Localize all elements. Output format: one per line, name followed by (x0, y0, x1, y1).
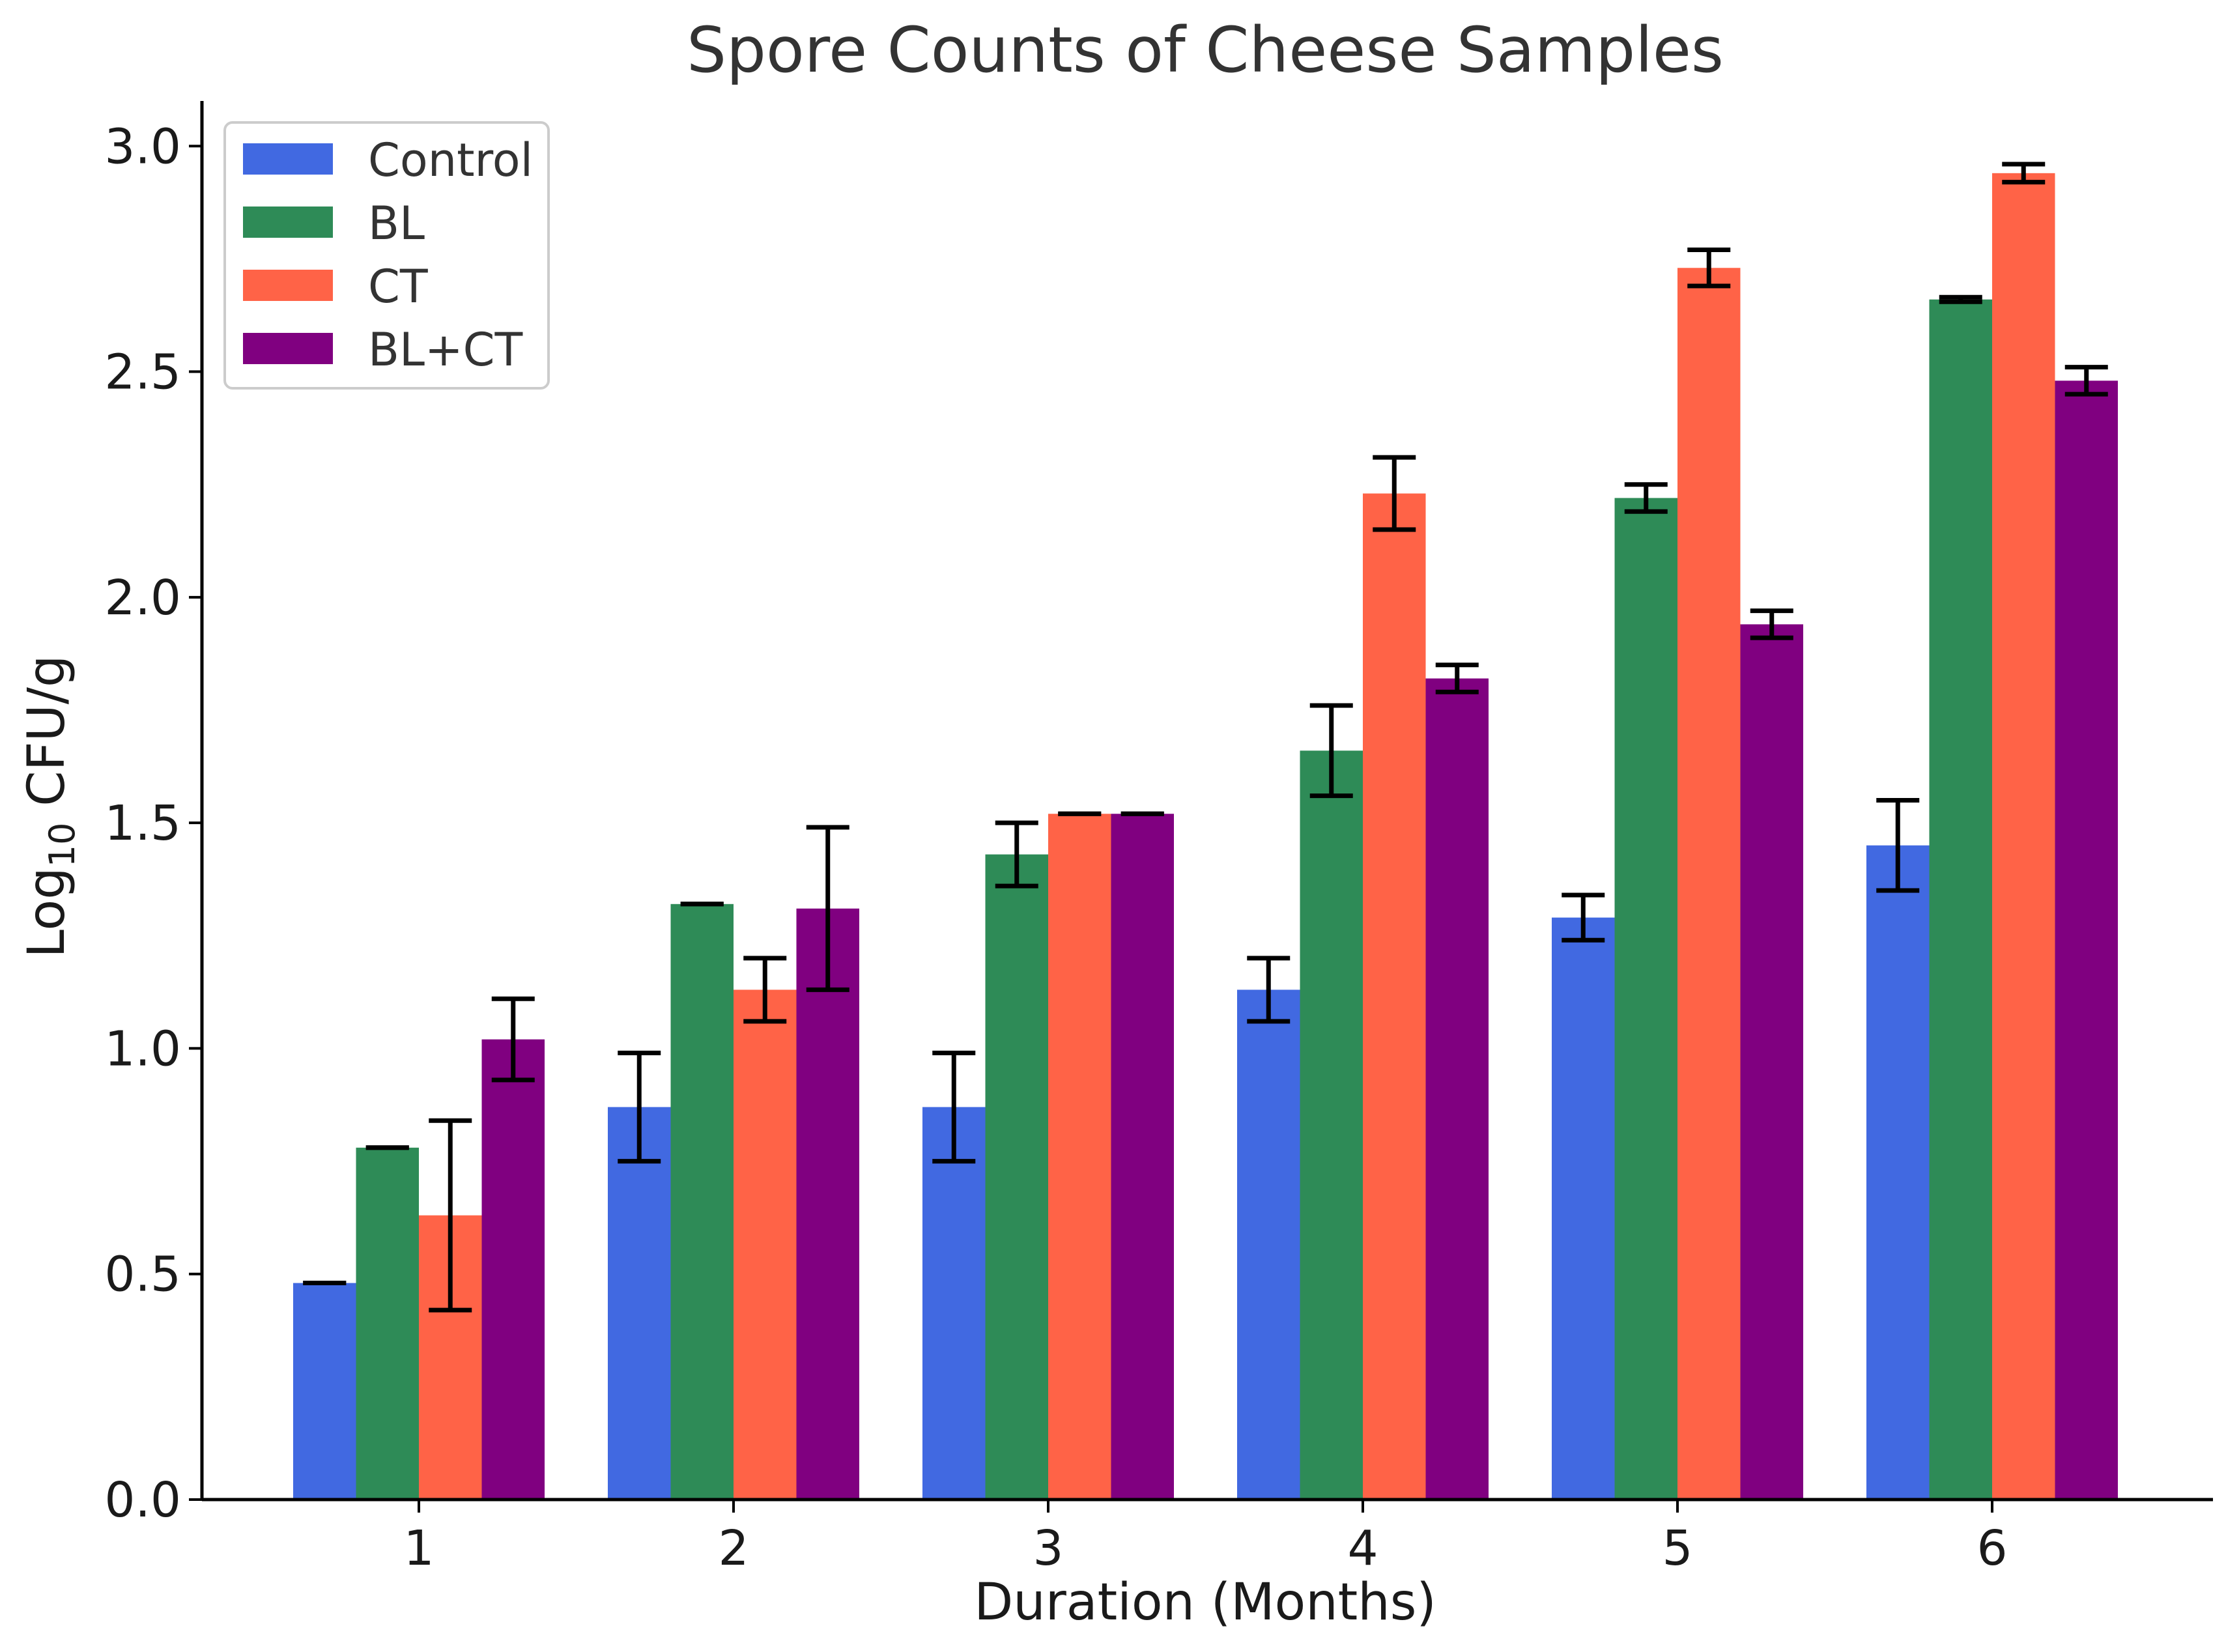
error-bar (1247, 956, 1291, 1024)
legend-label: Control (368, 134, 533, 187)
y-axis-label-main: Log (18, 867, 76, 958)
series-bl (356, 299, 1992, 1500)
x-tick-label: 1 (403, 1520, 434, 1576)
bar (356, 1147, 419, 1500)
legend-label: BL (368, 197, 425, 250)
x-tick-label: 6 (1976, 1520, 2007, 1576)
bar (1363, 493, 1426, 1500)
chart-title: Spore Counts of Cheese Samples (687, 14, 1724, 87)
bar (1237, 990, 1300, 1500)
bar (1866, 845, 1930, 1500)
y-axis-label: Log10 CFU/g (18, 655, 83, 958)
bar (1111, 814, 1174, 1500)
error-bar (932, 1050, 976, 1164)
error-bar (1435, 662, 1479, 694)
bar (670, 904, 734, 1500)
legend-swatch (243, 333, 333, 364)
x-tick-label: 4 (1347, 1520, 1378, 1576)
legend-box (223, 121, 550, 390)
y-tick-label: 1.5 (104, 795, 181, 851)
series-bl-ct (481, 380, 2118, 1500)
error-bar (2002, 162, 2046, 185)
error-bar (2064, 365, 2108, 397)
bar (1677, 268, 1741, 1500)
y-tick-label: 3.0 (104, 119, 181, 175)
x-tick-label: 3 (1033, 1520, 1063, 1576)
bar (1740, 624, 1803, 1500)
error-bar (1687, 248, 1731, 289)
error-bar (1939, 294, 1982, 304)
series-control (293, 845, 1930, 1500)
y-tick-label: 1.0 (104, 1021, 181, 1077)
legend-swatch (243, 270, 333, 301)
bar (1992, 173, 2055, 1500)
error-bar (743, 956, 787, 1024)
bar (796, 908, 859, 1500)
error-bar (1373, 455, 1416, 532)
bar (922, 1107, 986, 1500)
bar (2055, 380, 2118, 1500)
bar (608, 1107, 671, 1500)
legend-swatch (243, 206, 333, 238)
series-ct (419, 173, 2055, 1500)
bar (985, 854, 1048, 1500)
error-bar (1624, 482, 1668, 514)
y-tick-label: 2.5 (104, 345, 181, 401)
y-axis-label-rest: CFU/g (18, 655, 76, 822)
error-bar (995, 820, 1038, 889)
bar (1929, 299, 1992, 1500)
y-tick-label: 2.0 (104, 570, 181, 626)
bar (734, 990, 797, 1500)
x-tick-label: 5 (1662, 1520, 1692, 1576)
bar (1552, 917, 1615, 1500)
x-tick-label: 2 (718, 1520, 749, 1576)
legend-swatch (243, 143, 333, 175)
y-axis-label-sub: 10 (42, 822, 83, 867)
bar (481, 1039, 545, 1500)
svg-text:Log10 CFU/g: Log10 CFU/g (18, 655, 83, 958)
error-bar (618, 1050, 661, 1164)
y-tick-label: 0.5 (104, 1247, 181, 1303)
error-bar (1309, 703, 1353, 799)
bar (1300, 750, 1363, 1500)
error-bar (1876, 798, 1920, 893)
bar (1614, 498, 1677, 1500)
plot-area: 0.0 0.5 1.0 1.5 2.0 2.5 3.0 1 2 3 4 5 6 (104, 101, 2213, 1576)
bar (293, 1283, 356, 1500)
bar (1425, 678, 1489, 1500)
error-bar (491, 996, 535, 1083)
error-bar (806, 825, 849, 992)
y-tick-label: 0.0 (104, 1472, 181, 1528)
legend: Control BL CT BL+CT (223, 121, 550, 390)
legend-label: CT (368, 260, 428, 313)
error-bar (1562, 892, 1605, 943)
legend-label: BL+CT (368, 323, 523, 377)
error-bar (1750, 608, 1793, 640)
x-axis-label: Duration (Months) (974, 1573, 1436, 1632)
bar (1048, 814, 1111, 1500)
error-bar (429, 1118, 472, 1313)
